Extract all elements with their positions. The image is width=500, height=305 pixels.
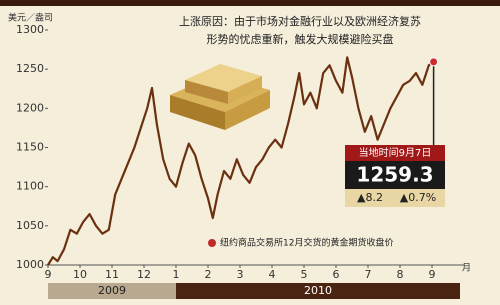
note: 纽约商品交易所12月交货的黄金期货收盘价 <box>220 237 393 249</box>
callout-date: 当地时间9月7日 <box>359 146 432 159</box>
latest-point <box>430 58 438 66</box>
callout-change: ▲8.2 <box>357 191 383 204</box>
x-tick-label: 12 <box>137 268 151 281</box>
x-tick-label: 8 <box>397 268 404 281</box>
y-tick-label: 1050 <box>16 219 44 232</box>
y-tick-label: 1200 <box>16 101 44 114</box>
gold-bars <box>170 64 270 130</box>
x-tick-label: 9 <box>429 268 436 281</box>
year-label: 2010 <box>304 284 332 297</box>
y-tick-label: 1300 <box>16 23 44 36</box>
chart: 美元／盎司 上涨原因：由于市场对金融行业以及欧洲经济复苏 形势的忧虑重新，触发大… <box>0 0 500 305</box>
y-tick-label: 1150 <box>16 141 44 154</box>
callout: 当地时间9月7日 1259.3 ▲8.2 ▲0.7% <box>345 145 445 207</box>
y-tick-label: 1000 <box>16 258 44 271</box>
annotation: 形势的忧虑重新，触发大规模避险买盘 <box>207 32 394 46</box>
x-tick-label: 2 <box>205 268 212 281</box>
x-tick-label: 11 <box>105 268 119 281</box>
y-tick-label: 1100 <box>16 180 44 193</box>
y-tick-label: 1250 <box>16 62 44 75</box>
x-tick-label: 10 <box>73 268 87 281</box>
header-strip <box>0 0 500 6</box>
callout-price: 1259.3 <box>356 163 433 187</box>
year-label: 2009 <box>98 284 126 297</box>
x-tick-label: 7 <box>365 268 372 281</box>
annotation: 上涨原因：由于市场对金融行业以及欧洲经济复苏 <box>179 14 421 28</box>
x-tick-label: 3 <box>237 268 244 281</box>
y-axis-label: 美元／盎司 <box>8 12 53 24</box>
note-dot <box>208 239 216 247</box>
x-tick-label: 9 <box>45 268 52 281</box>
x-tick-label: 1 <box>173 268 180 281</box>
x-unit: 月 <box>462 263 471 274</box>
x-tick-label: 6 <box>333 268 340 281</box>
callout-change-pct: ▲0.7% <box>400 191 436 204</box>
x-tick-label: 4 <box>269 268 276 281</box>
page: {"chart_data": {"type": "line", "y_label… <box>0 0 500 305</box>
x-tick-label: 5 <box>301 268 308 281</box>
